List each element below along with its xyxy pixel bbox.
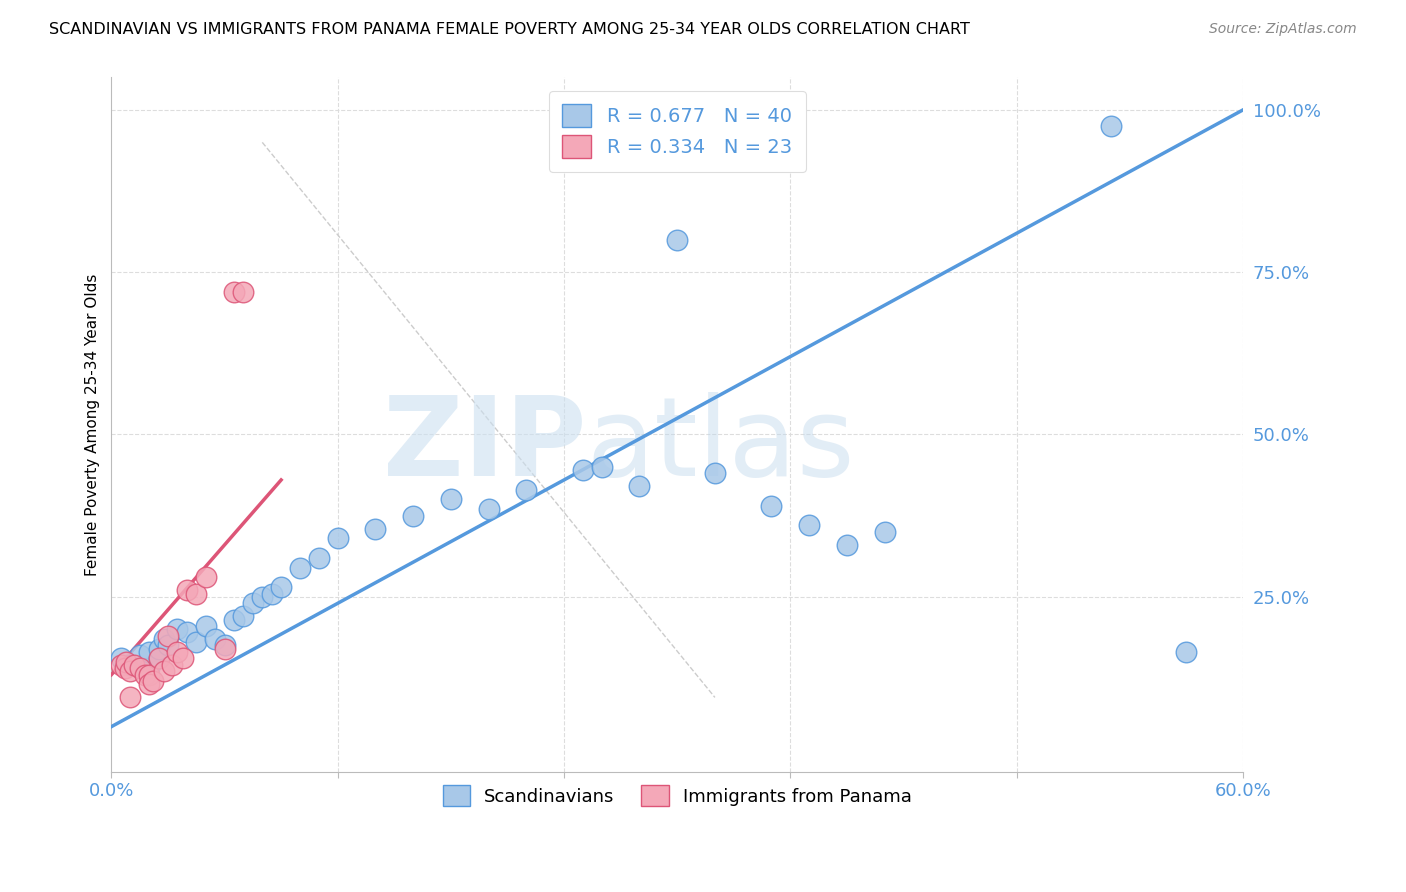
Point [873,524,896,539]
Point [591,459,613,474]
Point [148,651,170,665]
Point [148,651,170,665]
Point [194,570,217,584]
Point [214,641,236,656]
Point [134,667,156,681]
Point [176,583,198,598]
Point [120,690,142,705]
Text: Source: ZipAtlas.com: Source: ZipAtlas.com [1209,22,1357,37]
Text: SCANDINAVIAN VS IMMIGRANTS FROM PANAMA FEMALE POVERTY AMONG 25-34 YEAR OLDS CORR: SCANDINAVIAN VS IMMIGRANTS FROM PANAMA F… [49,22,970,37]
Point [153,665,176,679]
Point [835,538,858,552]
Point [115,655,138,669]
Point [478,502,501,516]
Point [128,648,150,663]
Point [138,645,160,659]
Point [114,661,136,675]
Point [703,467,725,481]
Point [222,613,245,627]
Point [120,657,142,672]
Point [160,657,183,672]
Point [110,657,132,672]
Point [166,622,188,636]
Point [122,657,145,672]
Point [156,639,179,653]
Point [288,560,311,574]
Point [666,233,689,247]
Point [172,651,194,665]
Point [156,629,179,643]
Point [166,645,188,659]
Text: ZIP: ZIP [384,392,586,500]
Point [138,667,160,681]
Point [402,508,425,523]
Point [308,550,330,565]
Point [204,632,226,646]
Point [186,586,208,600]
Point [364,522,387,536]
Point [222,285,245,299]
Y-axis label: Female Poverty Among 25-34 Year Olds: Female Poverty Among 25-34 Year Olds [86,274,100,576]
Point [572,463,595,477]
Point [128,661,150,675]
Point [214,639,236,653]
Point [110,651,132,665]
Point [440,492,463,507]
Point [252,590,274,604]
Point [1175,645,1198,659]
Point [138,661,160,675]
Point [260,586,283,600]
Point [142,674,165,689]
Text: atlas: atlas [586,392,855,500]
Point [1099,119,1122,133]
Point [242,596,264,610]
Legend: Scandinavians, Immigrants from Panama: Scandinavians, Immigrants from Panama [433,776,921,815]
Point [270,580,292,594]
Point [176,625,198,640]
Point [153,632,176,646]
Point [628,479,651,493]
Point [120,665,142,679]
Point [326,532,349,546]
Point [799,518,821,533]
Point [194,619,217,633]
Point [186,635,208,649]
Point [761,499,783,513]
Point [138,677,160,691]
Point [232,285,254,299]
Point [232,609,254,624]
Point [148,641,170,656]
Point [515,483,537,497]
